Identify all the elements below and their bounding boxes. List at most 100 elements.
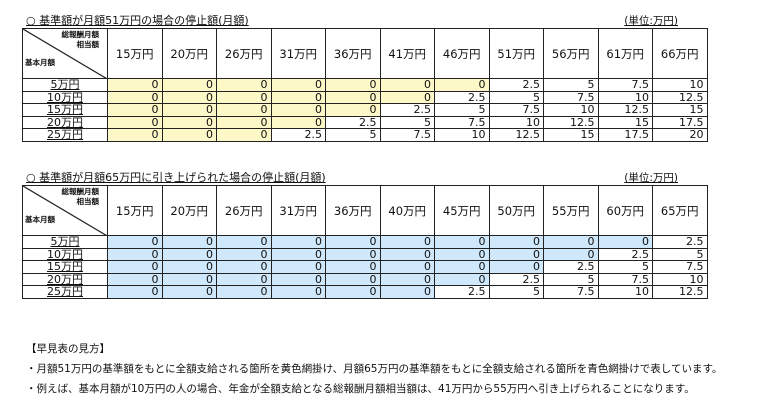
corner-bottom-label: 基本月額 <box>25 215 55 224</box>
column-header: 41万円 <box>379 28 435 79</box>
table-cell: 0 <box>488 247 544 261</box>
column-header: 55万円 <box>543 185 599 236</box>
table-cell: 0 <box>488 235 544 249</box>
table-cell: 0 <box>543 247 599 261</box>
column-header: 20万円 <box>161 28 217 79</box>
table1-section: ○ 基準額が月額51万円の場合の停止額(月額) (単位:万円) 総報酬月額 相当… <box>22 14 708 142</box>
table-cell: 2.5 <box>597 247 653 261</box>
table-cell: 2.5 <box>270 128 326 142</box>
table-cell: 0 <box>161 285 217 299</box>
table2: 総報酬月額 相当額 基本月額 15万円 20万円 26万円 31万円 36万円 40万円 4… <box>22 185 708 299</box>
table-cell: 0 <box>107 272 163 286</box>
table-cell: 2.5 <box>488 78 544 92</box>
table-row: 20万円 0 0 0 0 2.5 5 7.5 10 12.5 15 17.5 <box>22 115 708 129</box>
table-cell: 0 <box>161 115 217 129</box>
table1-unit: (単位:万円) <box>624 15 678 27</box>
table-cell: 0 <box>434 260 490 274</box>
table-cell: 0 <box>216 247 272 261</box>
table-cell: 7.5 <box>597 272 653 286</box>
table-cell: 0 <box>325 78 381 92</box>
table-cell: 0 <box>597 235 653 249</box>
table-cell: 5 <box>488 90 544 104</box>
table-cell: 0 <box>379 90 435 104</box>
corner-top-label-2: 相当額 <box>76 40 100 49</box>
table-cell: 15 <box>543 128 599 142</box>
table-cell: 0 <box>325 285 381 299</box>
table2-unit: (単位:万円) <box>624 172 678 184</box>
table-cell: 12.5 <box>488 128 544 142</box>
table-cell: 17.5 <box>652 115 708 129</box>
table-row: 15万円 0 0 0 0 0 2.5 5 7.5 10 12.5 15 <box>22 103 708 117</box>
corner-cell: 総報酬月額 相当額 基本月額 <box>22 185 108 236</box>
table-cell: 5 <box>434 103 490 117</box>
table-cell: 0 <box>488 260 544 274</box>
row-header: 15万円 <box>22 260 108 274</box>
table-row: 15万円 0 0 0 0 0 0 0 0 2.5 5 7.5 <box>22 260 708 274</box>
table-cell: 0 <box>379 235 435 249</box>
table-cell: 0 <box>325 272 381 286</box>
table-cell: 0 <box>270 103 326 117</box>
table-row: 25万円 0 0 0 2.5 5 7.5 10 12.5 15 17.5 20 <box>22 128 708 142</box>
table-cell: 0 <box>216 115 272 129</box>
table-cell: 0 <box>161 90 217 104</box>
table-cell: 0 <box>325 103 381 117</box>
table-cell: 0 <box>270 260 326 274</box>
column-header: 36万円 <box>325 28 381 79</box>
row-header: 20万円 <box>22 115 108 129</box>
table-cell: 0 <box>270 78 326 92</box>
table-cell: 7.5 <box>652 260 708 274</box>
table-cell: 0 <box>216 103 272 117</box>
table-cell: 10 <box>488 115 544 129</box>
table-row: 10万円 0 0 0 0 0 0 2.5 5 7.5 10 12.5 <box>22 90 708 104</box>
column-header: 26万円 <box>216 28 272 79</box>
table-cell: 15 <box>652 103 708 117</box>
table-cell: 7.5 <box>379 128 435 142</box>
corner-top-label-1: 総報酬月額 <box>61 30 100 39</box>
table-cell: 2.5 <box>488 272 544 286</box>
table-cell: 0 <box>543 235 599 249</box>
table-cell: 0 <box>161 247 217 261</box>
table-cell: 0 <box>216 260 272 274</box>
row-header: 25万円 <box>22 128 108 142</box>
row-header: 15万円 <box>22 103 108 117</box>
table-row: 20万円 0 0 0 0 0 0 0 2.5 5 7.5 10 <box>22 272 708 286</box>
table2-header-row: 総報酬月額 相当額 基本月額 15万円 20万円 26万円 31万円 36万円 40万円 4… <box>22 185 708 236</box>
table-cell: 0 <box>325 247 381 261</box>
corner-cell: 総報酬月額 相当額 基本月額 <box>22 28 108 79</box>
column-header: 56万円 <box>543 28 599 79</box>
table-cell: 17.5 <box>597 128 653 142</box>
table-cell: 12.5 <box>543 115 599 129</box>
column-header: 46万円 <box>434 28 490 79</box>
table2-section: ○ 基準額が月額65万円に引き上げられた場合の停止額(月額) (単位:万円) 総… <box>22 171 708 299</box>
table-cell: 2.5 <box>379 103 435 117</box>
table-cell: 10 <box>652 78 708 92</box>
table-cell: 0 <box>216 90 272 104</box>
table-cell: 0 <box>107 90 163 104</box>
table-cell: 10 <box>543 103 599 117</box>
table-cell: 0 <box>161 272 217 286</box>
table-cell: 2.5 <box>434 285 490 299</box>
table-cell: 0 <box>325 90 381 104</box>
table-cell: 0 <box>161 103 217 117</box>
table-cell: 20 <box>652 128 708 142</box>
table-cell: 0 <box>270 272 326 286</box>
table-row: 5万円 0 0 0 0 0 0 0 2.5 5 7.5 10 <box>22 78 708 92</box>
notes-heading: 【早見表の見方】 <box>26 343 110 355</box>
table-row: 25万円 0 0 0 0 0 0 2.5 5 7.5 10 12.5 <box>22 285 708 299</box>
table-cell: 10 <box>597 285 653 299</box>
column-header: 40万円 <box>379 185 435 236</box>
table-cell: 5 <box>543 272 599 286</box>
table-cell: 0 <box>107 115 163 129</box>
table-cell: 0 <box>325 235 381 249</box>
table-cell: 0 <box>161 128 217 142</box>
table-cell: 2.5 <box>543 260 599 274</box>
table-cell: 5 <box>379 115 435 129</box>
table-cell: 0 <box>107 260 163 274</box>
table-cell: 0 <box>161 260 217 274</box>
table-cell: 5 <box>325 128 381 142</box>
diagonal-line <box>23 186 106 235</box>
row-header: 25万円 <box>22 285 108 299</box>
table1: 総報酬月額 相当額 基本月額 15万円 20万円 26万円 31万円 36万円 41万円 4… <box>22 28 708 142</box>
row-header: 5万円 <box>22 235 108 249</box>
table-cell: 10 <box>597 90 653 104</box>
